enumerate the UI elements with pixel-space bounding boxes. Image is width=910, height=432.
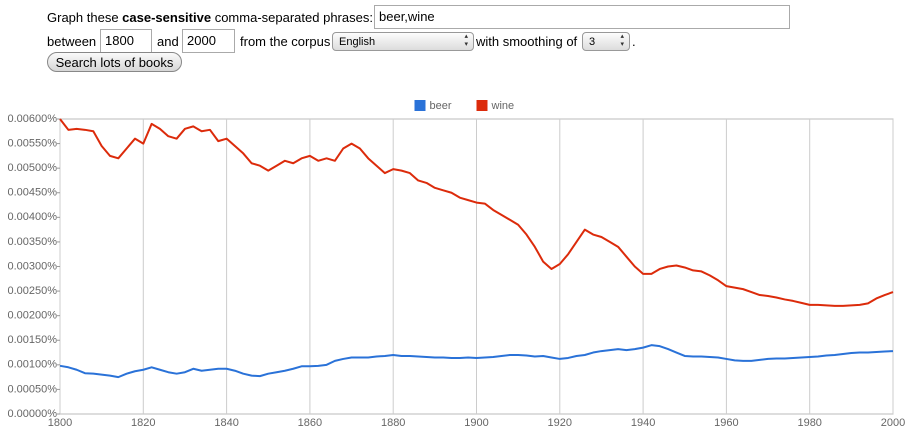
y-tick-label: 0.00500% [7,162,57,174]
legend-swatch [476,100,488,111]
and-label: and [157,34,179,49]
prompt-prefix: Graph these [47,10,119,25]
x-tick-label: 1820 [131,417,155,429]
x-tick-label: 1880 [381,417,405,429]
phrases-input[interactable]: beer,wine [374,5,790,29]
y-tick-label: 0.00450% [7,187,57,199]
y-tick-label: 0.00400% [7,211,57,223]
legend-swatch [414,100,426,111]
y-tick-label: 0.00150% [7,334,57,346]
x-tick-label: 2000 [881,417,905,429]
y-tick-label: 0.00250% [7,285,57,297]
x-tick-label: 1840 [214,417,238,429]
period: . [632,34,636,49]
legend-label: wine [491,100,515,112]
series-line [59,118,894,307]
y-tick-label: 0.00600% [7,113,57,125]
x-tick-label: 1920 [548,417,572,429]
series-line [59,344,894,379]
smoothing-select[interactable]: 3 [582,32,630,51]
corpus-select[interactable]: English [332,32,474,51]
y-tick-label: 0.00000% [7,408,57,420]
search-button[interactable]: Search lots of books [47,52,182,72]
between-label: between [47,34,97,49]
x-tick-label: 1800 [48,417,72,429]
prompt: Graph these case-sensitive comma-separat… [47,10,373,25]
y-tick-label: 0.00350% [7,236,57,248]
prompt-suffix: comma-separated phrases: [214,10,373,25]
smoothing-label: with smoothing of [476,34,578,49]
x-tick-label: 1860 [298,417,322,429]
prompt-bold: case-sensitive [122,10,212,25]
x-tick-label: 1940 [631,417,655,429]
y-tick-label: 0.00550% [7,137,57,149]
x-tick-label: 1960 [714,417,738,429]
corpus-label: from the corpus [240,34,331,49]
y-tick-label: 0.00100% [7,359,57,371]
x-tick-label: 1900 [464,417,488,429]
end-year-input[interactable]: 2000 [182,29,235,53]
x-tick-label: 1980 [797,417,821,429]
y-tick-label: 0.00300% [7,260,57,272]
legend-label: beer [430,100,452,112]
y-tick-label: 0.00050% [7,383,57,395]
y-tick-label: 0.00200% [7,310,57,322]
